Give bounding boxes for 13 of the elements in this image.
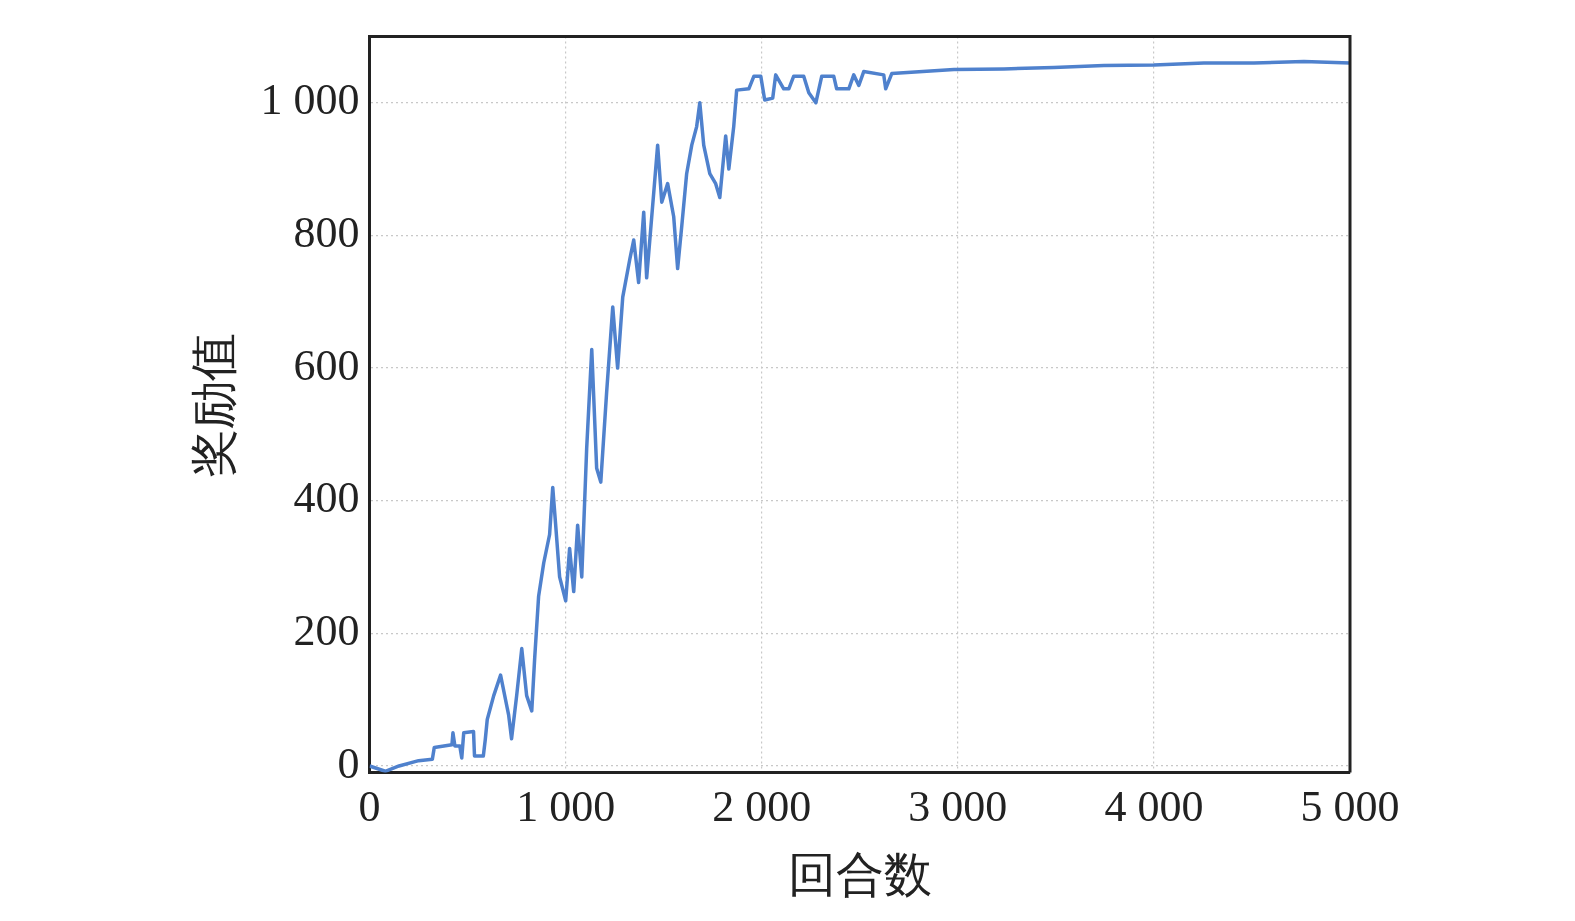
x-tick-label: 5 000 — [1300, 781, 1400, 831]
y-tick-label: 200 — [293, 605, 360, 655]
x-axis-title: 回合数 — [787, 847, 932, 901]
x-tick-label: 3 000 — [908, 781, 1008, 831]
y-tick-label: 0 — [337, 738, 360, 788]
y-axis-title: 奖励值 — [187, 332, 241, 477]
y-tick-label: 400 — [293, 473, 360, 523]
y-tick-label: 600 — [293, 340, 360, 390]
y-tick-label: 1 000 — [260, 75, 360, 125]
x-tick-label: 2 000 — [712, 781, 812, 831]
y-tick-label: 800 — [293, 207, 360, 257]
x-tick-label: 1 000 — [516, 781, 616, 831]
x-tick-label: 4 000 — [1104, 781, 1204, 831]
